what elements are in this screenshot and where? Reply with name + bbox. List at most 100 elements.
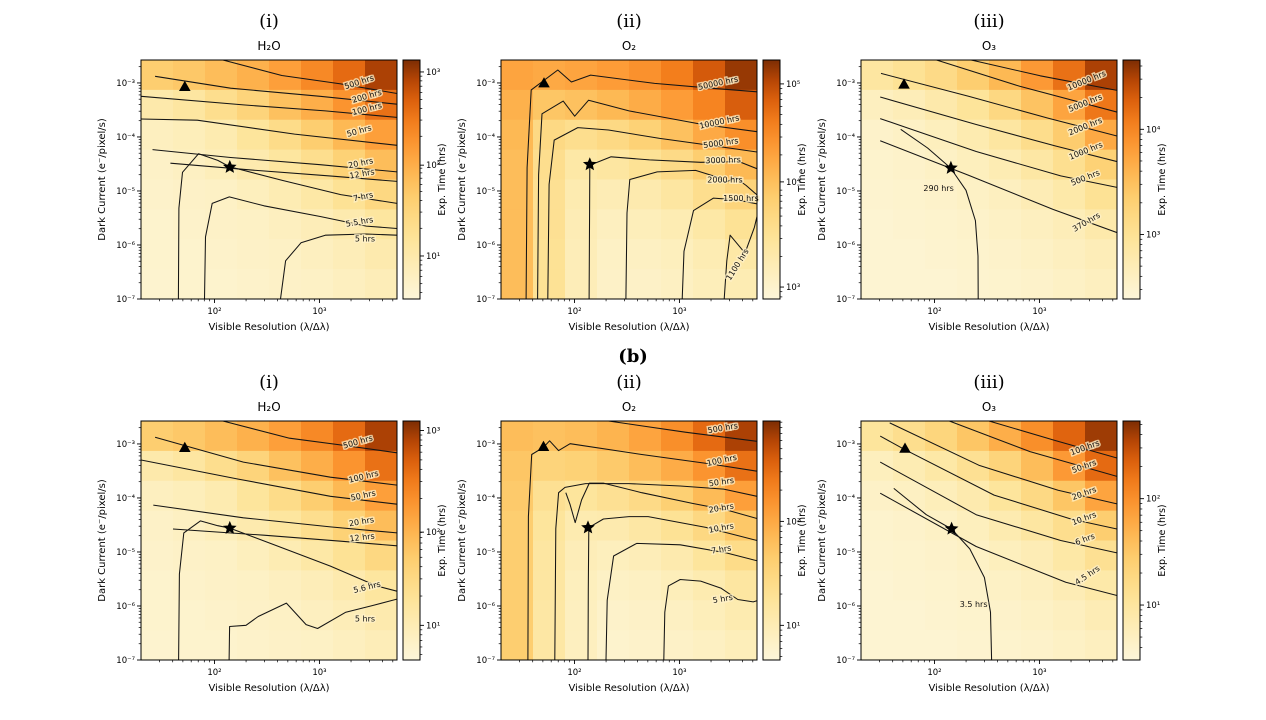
x-tick-label: 10³ (312, 307, 326, 317)
colorbar-tick-label: 10¹ (1146, 601, 1160, 611)
y-tick-label: 10⁻⁶ (836, 602, 855, 612)
heatmap (861, 60, 1118, 300)
marker-star (944, 160, 958, 174)
colorbar-label: Exp. Time (hrs) (1157, 504, 1168, 576)
x-tick-label: 10² (927, 307, 941, 317)
x-axis: 10² 10³ Visible Resolution (λ/Δλ) (879, 660, 1114, 694)
x-axis: 10² 10³ Visible Resolution (λ/Δλ) (519, 660, 754, 694)
x-axis: 10² 10³ Visible Resolution (λ/Δλ) (879, 299, 1114, 333)
plot-border (140, 420, 398, 661)
contour-line (879, 435, 1117, 530)
colorbar-tick-label: 10² (1146, 495, 1160, 505)
x-tick-label: 10² (927, 668, 941, 678)
contour-label: 5 hrs (355, 235, 375, 244)
panel-b-i: 500 hrs 100 hrs 50 hrs 20 hrs 12 hrs 5.6 hrs 5… (0, 361, 460, 706)
x-tick-label: 10² (567, 307, 581, 317)
y-axis: 10⁻³ 10⁻⁴ 10⁻⁵ 10⁻⁶ 10⁻⁷ Dark Current (e⁻/pix… (97, 427, 141, 666)
colorbar-tick-label: 10¹ (426, 252, 440, 262)
contour-line (880, 96, 1117, 163)
x-tick-label: 10³ (672, 307, 686, 317)
panel-number: (ii) (616, 11, 642, 32)
colorbar-label: Exp. Time (hrs) (437, 504, 448, 576)
contour-label: 3.5 hrs (960, 600, 988, 609)
contour-line (178, 520, 397, 660)
y-axis-label: Dark Current (e⁻/pixel/s) (457, 118, 468, 241)
panel-a-ii: 50000 hrs 10000 hrs 5000 hrs 3000 hrs 2000 h… (360, 0, 820, 345)
contour-line (936, 60, 1117, 113)
contour-line (141, 459, 397, 505)
x-tick-label: 10³ (672, 668, 686, 678)
contour-label: 290 hrs (923, 184, 953, 193)
panel-molecule: O₃ (981, 39, 997, 53)
x-tick-label: 10² (207, 668, 221, 678)
contour-line (203, 196, 397, 299)
x-axis-label: Visible Resolution (λ/Δλ) (928, 683, 1049, 694)
y-axis-label: Dark Current (e⁻/pixel/s) (457, 479, 468, 602)
y-tick-label: 10⁻³ (836, 79, 855, 89)
y-axis-label: Dark Current (e⁻/pixel/s) (97, 479, 108, 602)
contour-line (152, 149, 397, 173)
marker-star (222, 520, 237, 534)
plot-border (500, 59, 758, 300)
contour-line (547, 127, 757, 299)
plot-border (860, 59, 1118, 300)
y-tick-label: 10⁻⁶ (476, 602, 495, 612)
colorbar-tick-label: 10² (786, 517, 800, 527)
panel-molecule: O₃ (981, 400, 997, 414)
colorbar-label: Exp. Time (hrs) (797, 504, 808, 576)
x-tick-label: 10² (207, 307, 221, 317)
colorbar-tick-label: 10¹ (426, 621, 440, 631)
contour-line (554, 483, 757, 660)
y-tick-label: 10⁻⁵ (476, 187, 495, 197)
y-tick-label: 10⁻⁷ (836, 656, 855, 666)
contour-label: 5 hrs (355, 614, 375, 623)
y-tick-label: 10⁻⁵ (116, 548, 135, 558)
y-tick-label: 10⁻⁴ (836, 133, 855, 143)
colorbar: 10² 10¹ Exp. Time (hrs) (1122, 420, 1168, 661)
contour-line (889, 422, 1117, 505)
contour-line (172, 528, 397, 547)
contour-label: 1500 hrs (723, 194, 758, 203)
x-tick-label: 10³ (1032, 307, 1046, 317)
colorbar: 10⁵ 10⁴ 10³ Exp. Time (hrs) (762, 59, 808, 300)
x-axis-label: Visible Resolution (λ/Δλ) (568, 683, 689, 694)
contour-line (537, 99, 757, 299)
contour-label: 20 hrs (348, 515, 374, 528)
y-tick-label: 10⁻⁵ (476, 548, 495, 558)
contour-line (663, 578, 757, 660)
contour-line (625, 169, 757, 299)
marker-triangle (537, 440, 550, 451)
marker-star (582, 157, 597, 171)
marker-triangle (179, 441, 191, 452)
colorbar-tick-label: 10⁴ (1146, 125, 1161, 135)
contour-line (681, 197, 757, 299)
y-tick-label: 10⁻⁷ (836, 295, 855, 305)
x-axis-label: Visible Resolution (λ/Δλ) (208, 683, 329, 694)
colorbar-tick-label: 10² (426, 161, 440, 171)
y-tick-label: 10⁻³ (476, 440, 495, 450)
contour-line (153, 504, 397, 534)
contour-line (527, 440, 757, 660)
colorbar-label: Exp. Time (hrs) (1157, 143, 1168, 215)
y-tick-label: 10⁻⁶ (116, 602, 135, 612)
y-axis-label: Dark Current (e⁻/pixel/s) (97, 118, 108, 241)
x-tick-label: 10² (567, 668, 581, 678)
contour-lines (141, 421, 397, 660)
y-tick-label: 10⁻⁷ (116, 295, 135, 305)
contour-label: 3000 hrs (705, 155, 741, 165)
panel-a-iii: 10000 hrs 5000 hrs 2000 hrs 1000 hrs 500 hrs… (720, 0, 1180, 345)
contour-lines (525, 69, 757, 299)
y-tick-label: 10⁻³ (116, 79, 135, 89)
colorbar: 10³ 10² 10¹ Exp. Time (hrs) (402, 59, 448, 300)
contour-lines (527, 421, 757, 660)
colorbar-label: Exp. Time (hrs) (797, 143, 808, 215)
y-axis: 10⁻³ 10⁻⁴ 10⁻⁵ 10⁻⁶ 10⁻⁷ Dark Current (e⁻/pix… (817, 427, 861, 666)
colorbar: 10² 10¹ Exp. Time (hrs) (762, 420, 808, 661)
contour-line (723, 216, 757, 299)
y-axis-label: Dark Current (e⁻/pixel/s) (817, 479, 828, 602)
contour-line (988, 421, 1117, 459)
y-tick-label: 10⁻⁴ (476, 494, 495, 504)
panel-molecule: O₂ (621, 39, 637, 53)
